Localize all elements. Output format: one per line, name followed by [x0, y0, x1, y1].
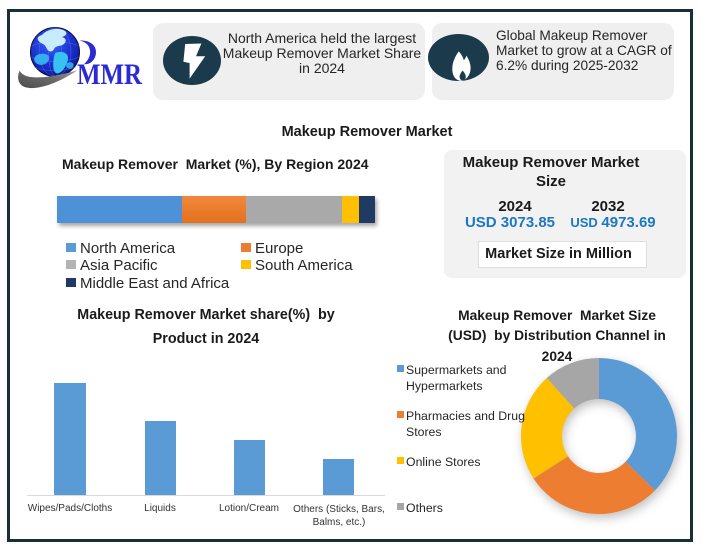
svg-text:MMR: MMR [77, 58, 142, 91]
